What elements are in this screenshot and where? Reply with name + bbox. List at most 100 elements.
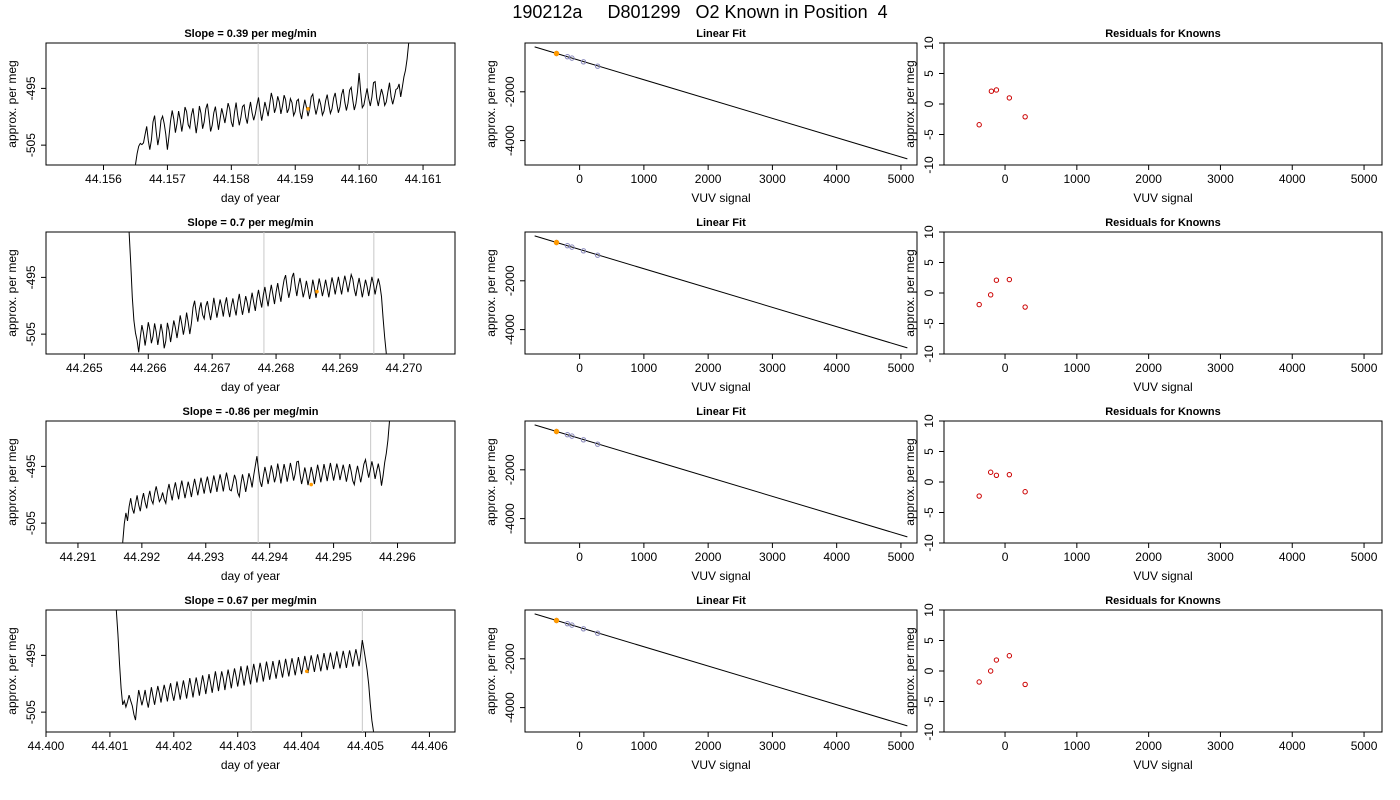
known-point xyxy=(564,53,571,60)
x-tick-label: 1000 xyxy=(1063,739,1090,753)
sample-point xyxy=(553,239,560,246)
chart-panel-linear-fit-row3: Linear Fit 0 1000 2000 3000 4000 5000 -2000 -400… xyxy=(484,406,918,583)
fit-line xyxy=(534,424,908,538)
panel-title: Slope = 0.7 per meg/min xyxy=(187,217,314,229)
x-tick-label: 44.293 xyxy=(187,550,224,564)
fit-line xyxy=(534,235,908,349)
x-tick-label: 44.404 xyxy=(283,739,320,753)
x-axis-label: VUV signal xyxy=(691,758,750,772)
x-tick-label: 4000 xyxy=(823,361,850,375)
known-point xyxy=(594,630,601,636)
residual-point xyxy=(976,301,982,308)
panel-title: Linear Fit xyxy=(696,28,746,40)
known-point xyxy=(569,433,575,439)
known-point xyxy=(569,244,575,250)
y-axis-label: approx. per meg xyxy=(484,627,498,714)
known-point xyxy=(569,55,575,61)
chart-panel-linear-fit-row4: Linear Fit 0 1000 2000 3000 4000 5000 -2000 -400… xyxy=(484,595,918,772)
plot-frame xyxy=(45,609,456,733)
signal-line xyxy=(135,43,410,165)
fit-line xyxy=(534,46,908,160)
chart-panel-linear-fit-row1: Linear Fit 0 1000 2000 3000 4000 5000 -2000 -400… xyxy=(484,28,918,205)
signal-line xyxy=(115,610,374,732)
y-tick-label: 0 xyxy=(922,100,936,107)
chart-panel-linear-fit-row2: Linear Fit 0 1000 2000 3000 4000 5000 -2000 -400… xyxy=(484,217,918,394)
x-tick-label: 1000 xyxy=(631,550,658,564)
x-tick-label: 1000 xyxy=(631,172,658,186)
plot-frame xyxy=(524,420,918,544)
signal-line xyxy=(128,232,387,354)
x-tick-label: 3000 xyxy=(759,172,786,186)
x-axis-label: day of year xyxy=(221,191,280,205)
residual-point xyxy=(1022,489,1028,495)
x-tick-label: 1000 xyxy=(1063,550,1090,564)
y-tick-label: -5 xyxy=(922,129,936,140)
figure-title: 190212a D801299 O2 Known in Position 4 xyxy=(512,2,888,22)
residual-point xyxy=(1006,653,1013,659)
y-tick-label: -10 xyxy=(922,156,936,174)
mean-marker xyxy=(315,289,319,294)
y-tick-label: 5 xyxy=(922,637,936,644)
x-tick-label: 3000 xyxy=(1207,739,1234,753)
x-tick-label: 3000 xyxy=(759,550,786,564)
residual-point xyxy=(1006,95,1013,101)
x-tick-label: 4000 xyxy=(1279,172,1306,186)
y-tick-label: -2000 xyxy=(503,454,517,485)
x-tick-label: 4000 xyxy=(1279,361,1306,375)
y-tick-label: -505 xyxy=(24,511,38,535)
y-tick-label: -505 xyxy=(24,133,38,157)
x-tick-label: 44.160 xyxy=(341,172,378,186)
x-axis-label: VUV signal xyxy=(1133,758,1192,772)
y-axis-label: approx. per meg xyxy=(903,438,917,525)
panel-title: Slope = -0.86 per meg/min xyxy=(182,406,318,418)
x-tick-label: 44.158 xyxy=(213,172,250,186)
plot-frame xyxy=(943,609,1383,733)
x-axis-label: day of year xyxy=(221,569,280,583)
known-point xyxy=(569,622,575,628)
x-tick-label: 44.266 xyxy=(130,361,167,375)
y-tick-label: -2000 xyxy=(503,643,517,674)
y-tick-label: -495 xyxy=(24,76,38,100)
y-axis-label: approx. per meg xyxy=(903,249,917,336)
x-tick-label: 5000 xyxy=(1351,172,1378,186)
x-tick-label: 1000 xyxy=(631,361,658,375)
fit-line xyxy=(534,613,908,727)
x-tick-label: 44.295 xyxy=(315,550,352,564)
x-tick-label: 0 xyxy=(1002,550,1009,564)
y-axis-label: approx. per meg xyxy=(5,627,19,714)
plot-area xyxy=(534,424,908,538)
known-point xyxy=(580,59,587,65)
chart-panel-residuals-row3: Residuals for Knowns 0 1000 2000 3000 4000 500… xyxy=(903,406,1383,583)
chart-panel-residuals-row4: Residuals for Knowns 0 1000 2000 3000 4000 500… xyxy=(903,595,1383,772)
y-tick-label: -2000 xyxy=(503,265,517,296)
y-tick-label: 5 xyxy=(922,259,936,266)
y-tick-label: -4000 xyxy=(503,314,517,345)
x-tick-label: 44.294 xyxy=(251,550,288,564)
residual-point xyxy=(988,88,995,94)
x-tick-label: 4000 xyxy=(823,739,850,753)
x-tick-label: 1000 xyxy=(1063,172,1090,186)
mean-marker xyxy=(304,669,309,674)
x-tick-label: 0 xyxy=(1002,739,1009,753)
plot-area xyxy=(534,613,908,727)
plot-area xyxy=(122,421,390,543)
x-tick-label: 3000 xyxy=(759,361,786,375)
y-tick-label: -505 xyxy=(24,700,38,724)
x-tick-label: 44.406 xyxy=(411,739,448,753)
x-tick-label: 0 xyxy=(1002,172,1009,186)
x-axis-label: VUV signal xyxy=(691,380,750,394)
x-tick-label: 2000 xyxy=(1135,739,1162,753)
known-point xyxy=(594,441,601,447)
x-tick-label: 2000 xyxy=(1135,361,1162,375)
x-axis-label: day of year xyxy=(221,758,280,772)
plot-area xyxy=(976,87,1028,128)
plot-area xyxy=(534,46,908,160)
x-tick-label: 44.156 xyxy=(85,172,122,186)
x-tick-label: 5000 xyxy=(888,361,915,375)
residual-point xyxy=(976,493,982,499)
panel-title: Linear Fit xyxy=(696,406,746,418)
x-tick-label: 0 xyxy=(576,172,583,186)
plot-area xyxy=(976,469,1028,499)
known-point xyxy=(594,252,601,258)
x-tick-label: 3000 xyxy=(1207,172,1234,186)
